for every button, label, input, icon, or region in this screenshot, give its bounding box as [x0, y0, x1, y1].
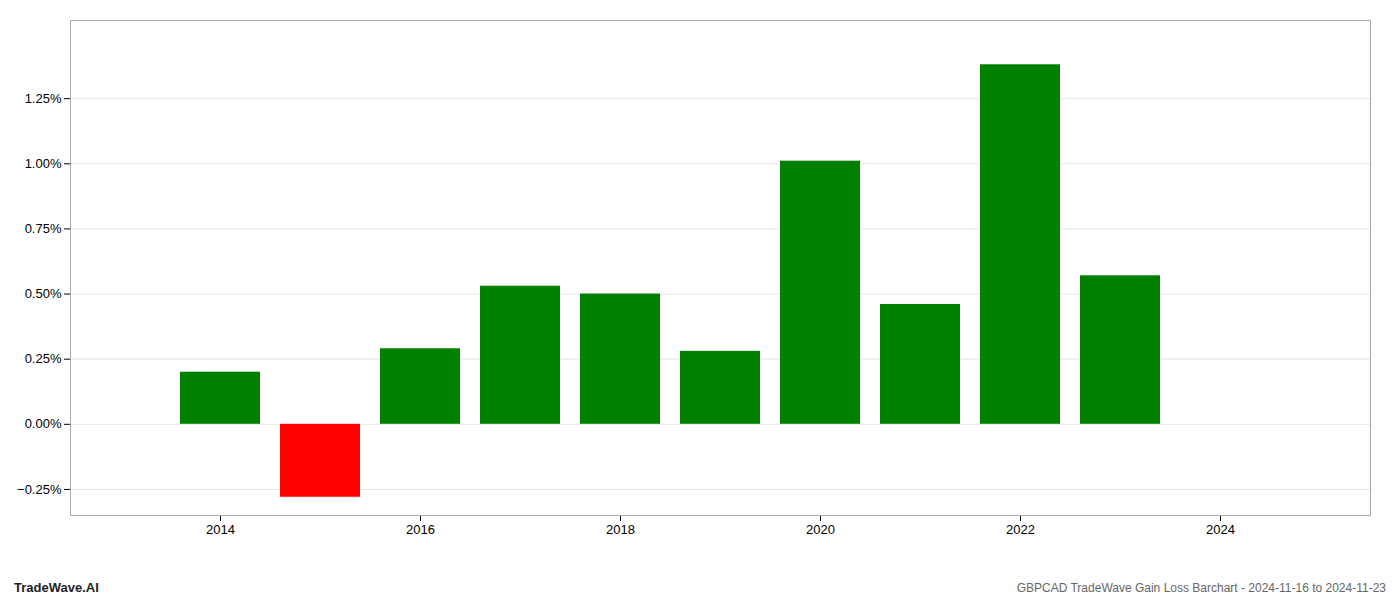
- svg-text:2014: 2014: [206, 522, 235, 537]
- svg-text:1.00%: 1.00%: [25, 156, 62, 171]
- svg-text:2018: 2018: [606, 522, 635, 537]
- svg-text:1.25%: 1.25%: [25, 91, 62, 106]
- svg-text:0.75%: 0.75%: [25, 221, 62, 236]
- html-text:GBPCAD TradeWave Gain Loss Bar: GBPCAD TradeWave Gain Loss Barchart - 20…: [1016, 581, 1386, 595]
- svg-text:0.25%: 0.25%: [25, 351, 62, 366]
- svg-text:2016: 2016: [406, 522, 435, 537]
- svg-text:0.50%: 0.50%: [25, 286, 62, 301]
- svg-text:0.00%: 0.00%: [25, 416, 62, 431]
- svg-text:2024: 2024: [1206, 522, 1235, 537]
- svg-text:−0.25%: −0.25%: [17, 482, 62, 497]
- svg-text:2022: 2022: [1006, 522, 1035, 537]
- html-text:TradeWave.AI: TradeWave.AI: [14, 580, 99, 595]
- svg-text:2020: 2020: [806, 522, 835, 537]
